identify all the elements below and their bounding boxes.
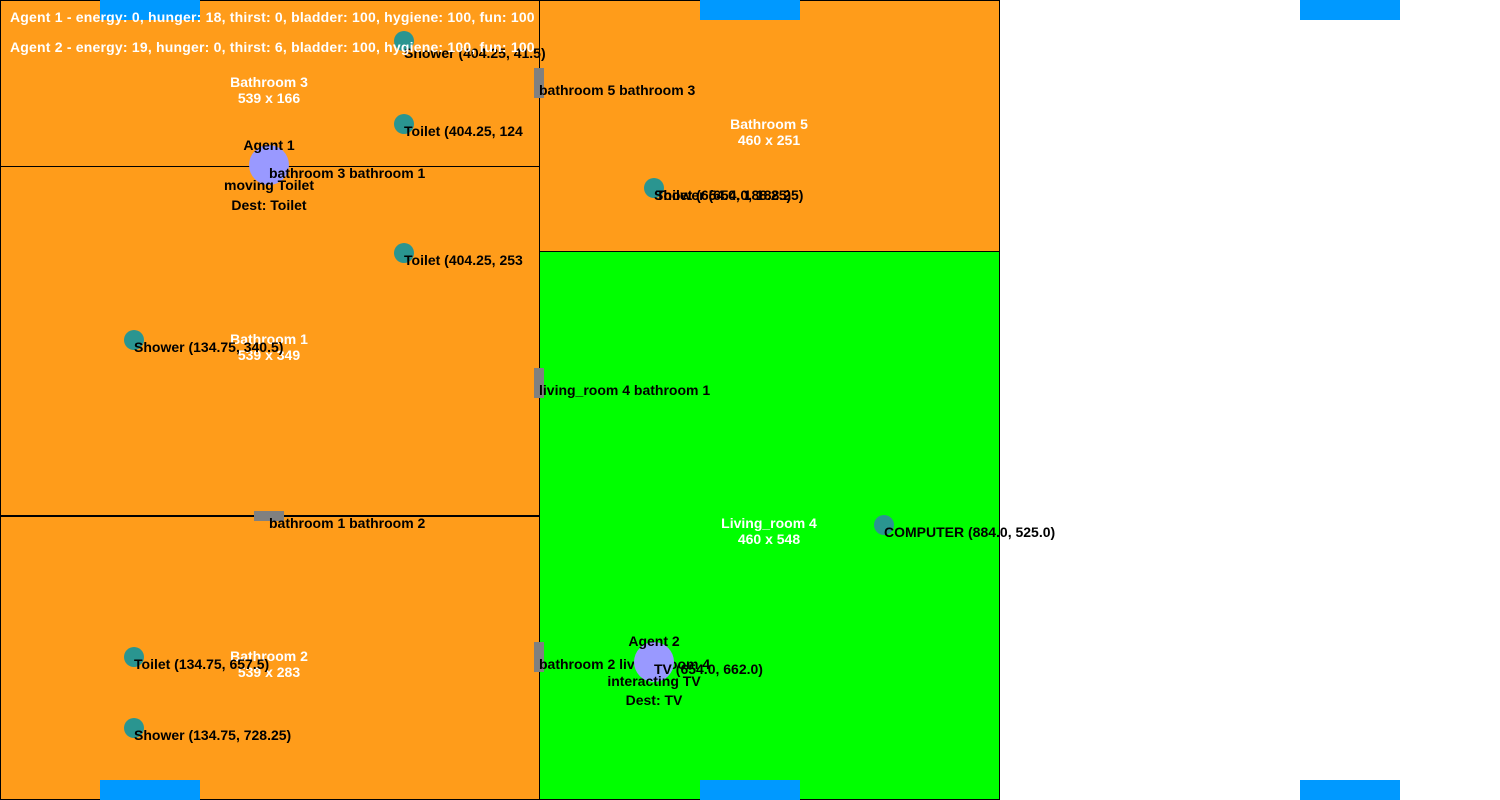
window-top-3 (1300, 0, 1400, 20)
room-name: Bathroom 5 (730, 116, 808, 132)
door-label: bathroom 5 bathroom 3 (539, 82, 696, 98)
shower-icon (644, 178, 664, 198)
door-bathroom1-bathroom2 (254, 511, 284, 521)
object-label: Shower (404.25, 41.5) (404, 45, 546, 61)
door-bathroom2-livingroom4 (534, 642, 544, 672)
room-living-room-4 (539, 251, 1000, 800)
room-size: 539 x 283 (237, 664, 301, 680)
window-bottom-2 (700, 780, 800, 800)
room-bathroom-1 (0, 166, 540, 516)
room-bathroom-3 (0, 0, 540, 167)
room-label-bathroom-3: Bathroom 3 539 x 166 (230, 74, 308, 106)
object-label: Toilet (404.25, 124 (404, 123, 523, 139)
object-label: COMPUTER (884.0, 525.0) (884, 524, 1056, 540)
door-label: bathroom 3 bathroom 1 (269, 165, 426, 181)
agent-2-avatar (634, 642, 674, 682)
agent-2-name: Agent 2 (628, 633, 680, 649)
object-label: Shower (134.75, 340.5) (134, 339, 284, 355)
room-name: Living_room 4 (721, 515, 817, 531)
toilet-icon (394, 243, 414, 263)
computer-icon (874, 515, 894, 535)
room-label-living-room-4: Living_room 4 460 x 548 (721, 515, 817, 547)
shower-icon (394, 31, 414, 51)
object-label: TV (654.0, 662.0) (654, 661, 763, 677)
window-bottom-3 (1300, 780, 1400, 800)
room-size: 539 x 349 (237, 347, 301, 363)
room-size: 460 x 548 (737, 531, 801, 547)
object-label: Toilet (134.75, 657.5) (134, 656, 270, 672)
window-bottom-1 (100, 780, 200, 800)
room-name: Bathroom 3 (230, 74, 308, 90)
room-size: 460 x 251 (737, 132, 801, 148)
agent-2-dest: Dest: TV (625, 692, 683, 708)
shower-icon (124, 330, 144, 350)
toilet-icon (124, 647, 144, 667)
agent-1-state: moving Toilet (224, 177, 314, 193)
room-label-bathroom-1: Bathroom 1 539 x 349 (230, 331, 308, 363)
room-name: Bathroom 1 (230, 331, 308, 347)
room-name: Bathroom 2 (230, 648, 308, 664)
window-top-2 (700, 0, 800, 20)
object-label: Shower (654.0, 188.25) (654, 187, 804, 203)
agent-1-dest: Dest: Toilet (231, 197, 307, 213)
agent-1-status: Agent 1 - energy: 0, hunger: 18, thirst:… (10, 9, 535, 25)
object-label: Shower (134.75, 728.25) (134, 727, 292, 743)
window-top-1 (100, 0, 200, 20)
room-bathroom-5 (539, 0, 1000, 252)
room-label-bathroom-2: Bathroom 2 539 x 283 (230, 648, 308, 680)
shower-icon (124, 718, 144, 738)
door-label: living_room 4 bathroom 1 (539, 382, 711, 398)
door-label: bathroom 1 bathroom 2 (269, 515, 426, 531)
agent-2-status: Agent 2 - energy: 19, hunger: 0, thirst:… (10, 39, 535, 55)
room-label-bathroom-5: Bathroom 5 460 x 251 (730, 116, 808, 148)
door-bathroom5-bathroom3 (534, 68, 544, 98)
door-livingroom4-bathroom1 (534, 368, 544, 398)
object-label: Toilet (404.25, 253 (404, 252, 523, 268)
agent-1-name: Agent 1 (243, 137, 295, 153)
object-label: Toilet (654.0, 188.25) (656, 187, 792, 203)
agent-1-avatar (249, 145, 289, 185)
room-size: 539 x 166 (237, 90, 301, 106)
toilet-icon (394, 114, 414, 134)
agent-2-state: interacting TV (607, 673, 701, 689)
